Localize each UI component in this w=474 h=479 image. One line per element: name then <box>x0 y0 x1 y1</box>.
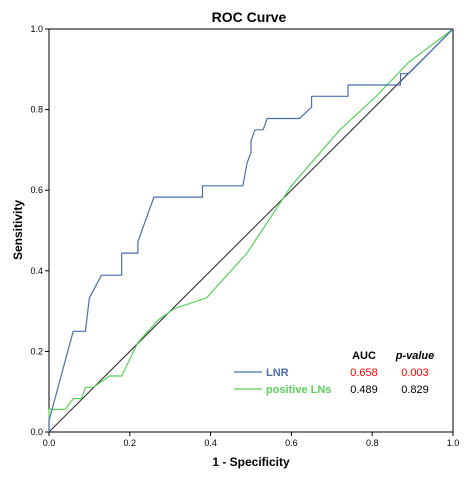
lnr-curve <box>48 28 454 432</box>
legend-header-pvalue: p-value <box>395 350 435 362</box>
x-tick-label: 0.6 <box>285 438 298 448</box>
legend-pvalue-positive-lns: 0.829 <box>401 384 429 396</box>
reference-diagonal <box>48 28 454 433</box>
y-tick-label: 0.0 <box>30 427 43 437</box>
x-axis-label: 1 - Specificity <box>212 455 290 469</box>
x-tick-label: 1.0 <box>447 438 460 448</box>
y-tick-label: 0.2 <box>30 346 43 356</box>
x-tick-label: 0.4 <box>204 438 217 448</box>
x-tick-label: 0.8 <box>366 438 379 448</box>
y-tick-label: 0.6 <box>30 185 43 195</box>
x-tick-label: 0.2 <box>124 438 137 448</box>
legend-auc-positive-lns: 0.489 <box>350 384 378 396</box>
x-tick-label: 0.0 <box>43 438 56 448</box>
legend-label-lnr: LNR <box>266 367 289 379</box>
y-tick-label: 0.4 <box>30 266 43 276</box>
legend-label-positive-lns: positive LNs <box>266 384 331 396</box>
legend-auc-lnr: 0.658 <box>350 367 378 379</box>
y-tick-label: 0.8 <box>30 105 43 115</box>
legend: AUC p-value LNR 0.658 0.003 positive LNs… <box>234 350 434 396</box>
series-layer <box>48 28 454 433</box>
axis-ticks: 0.0 0.2 0.4 0.6 0.8 1.0 0.0 0.2 0.4 0.6 0.8 1.0 <box>30 24 459 448</box>
legend-header-auc: AUC <box>352 350 376 362</box>
legend-pvalue-lnr: 0.003 <box>401 367 429 379</box>
y-tick-label: 1.0 <box>30 24 43 34</box>
y-axis-label: Sensitivity <box>11 200 25 260</box>
chart-title: ROC Curve <box>212 9 287 25</box>
positive-lns-curve <box>48 28 454 432</box>
